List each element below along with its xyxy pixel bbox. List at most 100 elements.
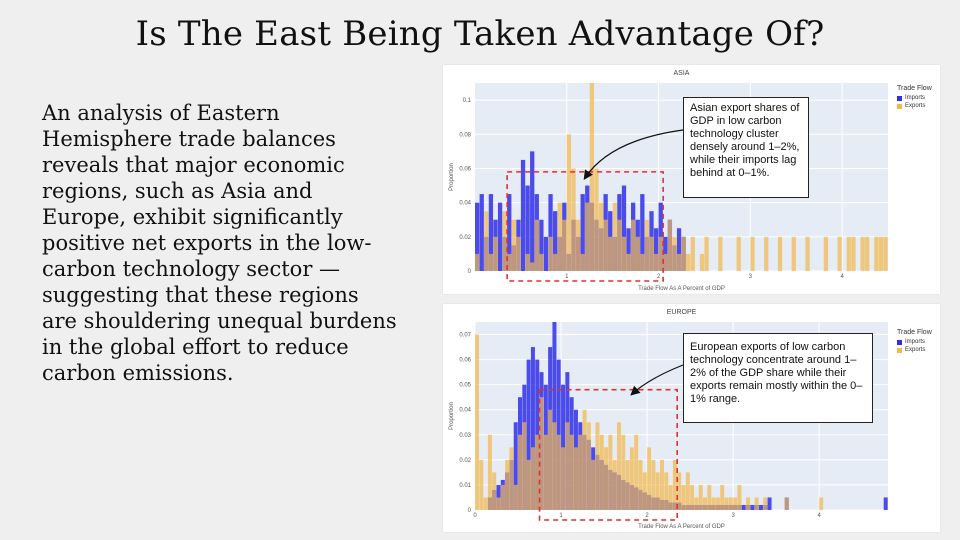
exports-bar xyxy=(629,447,634,510)
exports-bar xyxy=(580,253,585,271)
x-tick-label: 3 xyxy=(749,274,753,280)
exports-bar xyxy=(837,236,842,271)
chart-title: EUROPE xyxy=(667,309,697,316)
exports-bar xyxy=(686,253,691,271)
exports-bar xyxy=(715,497,720,510)
y-tick-label: 0.07 xyxy=(459,333,471,339)
exports-bar xyxy=(543,434,548,510)
imports-bar xyxy=(530,151,535,271)
imports-bar xyxy=(626,228,631,271)
exports-bar xyxy=(575,219,581,271)
imports-bar xyxy=(741,504,746,510)
exports-bar xyxy=(763,497,768,510)
exports-bar xyxy=(573,447,578,510)
europe-histogram: 0 0.01 0.02 0.03 0.04 0.05 0.06 0.07 0 1 2 3 4 EUROPE… xyxy=(449,309,888,530)
exports-bar xyxy=(582,409,587,510)
exports-bar xyxy=(720,484,725,510)
exports-bar xyxy=(488,253,494,271)
imports-bar xyxy=(883,497,888,510)
imports-bar xyxy=(758,504,763,510)
y-tick-label: 0 xyxy=(468,508,472,514)
exports-bar xyxy=(562,219,567,271)
y-tick-label: 0 xyxy=(468,269,472,275)
imports-bar xyxy=(539,219,544,271)
exports-bar xyxy=(672,459,677,510)
x-tick-label: 2 xyxy=(657,274,661,280)
exports-bar xyxy=(668,484,673,510)
exports-bar xyxy=(612,459,617,510)
y-axis-label: Proportion xyxy=(449,163,455,191)
x-tick-label: 3 xyxy=(731,513,735,519)
exports-bar xyxy=(530,262,535,271)
exports-bar xyxy=(690,484,695,510)
exports-bar xyxy=(475,253,480,271)
imports-bar xyxy=(525,185,530,271)
exports-bar xyxy=(655,472,660,510)
exports-bar xyxy=(556,434,561,510)
imports-bar xyxy=(640,194,645,271)
exports-bar xyxy=(548,409,553,510)
exports-bar xyxy=(704,236,709,271)
exports-bar xyxy=(707,484,712,510)
exports-bar xyxy=(860,236,865,271)
exports-bar xyxy=(487,434,492,510)
y-tick-label: 0.06 xyxy=(459,358,471,364)
y-tick-label: 0.1 xyxy=(463,98,472,104)
exports-bar xyxy=(612,202,617,271)
imports-bar xyxy=(530,347,535,510)
legend-label: Imports xyxy=(905,95,926,101)
chart-title: ASIA xyxy=(674,70,690,77)
exports-bar xyxy=(525,253,530,271)
x-tick-label: 1 xyxy=(559,513,563,519)
imports-bar xyxy=(621,185,627,271)
highlight-box xyxy=(538,388,678,521)
asia-legend: Trade Flow Imports Exports xyxy=(897,85,932,110)
exports-bar xyxy=(664,472,669,510)
legend-label: Imports xyxy=(905,339,926,345)
exports-bar xyxy=(509,447,514,510)
exports-bar xyxy=(522,422,527,510)
exports-bar xyxy=(647,447,652,510)
imports-bar xyxy=(556,359,561,510)
exports-bar xyxy=(534,219,539,271)
x-axis-label: Trade Flow As A Percent of GDP xyxy=(638,286,725,292)
exports-bar xyxy=(539,397,544,510)
x-tick-label: 4 xyxy=(817,513,821,519)
exports-bar xyxy=(483,497,488,510)
exports-bar xyxy=(599,434,604,510)
exports-bar xyxy=(685,472,690,510)
exports-bar xyxy=(677,472,682,510)
exports-bar xyxy=(585,202,590,271)
exports-bar xyxy=(791,236,796,271)
y-tick-label: 0.05 xyxy=(459,383,471,389)
exports-bar xyxy=(823,236,829,271)
exports-bar xyxy=(535,434,540,510)
exports-bar xyxy=(699,253,705,271)
exports-bar xyxy=(479,459,484,510)
exports-bar xyxy=(621,236,627,271)
y-tick-label: 0.02 xyxy=(459,458,471,464)
exports-bar xyxy=(513,484,518,510)
exports-bar xyxy=(493,236,498,271)
exports-bar xyxy=(586,422,591,510)
exports-bar xyxy=(642,472,647,510)
y-tick-label: 0.08 xyxy=(459,132,471,138)
exports-bar xyxy=(635,236,640,271)
exports-bar xyxy=(518,434,523,510)
highlight-box xyxy=(506,171,664,282)
europe-callout: European exports of low carbon technolog… xyxy=(683,333,873,423)
exports-bar xyxy=(505,459,510,510)
exports-bar xyxy=(626,253,631,271)
exports-bar xyxy=(846,236,851,271)
exports-bar xyxy=(754,497,759,510)
imports-bar xyxy=(475,202,480,271)
slide-title: Is The East Being Taken Advantage Of? xyxy=(135,14,825,54)
y-tick-label: 0.06 xyxy=(459,166,471,172)
exports-bar xyxy=(591,459,596,510)
exports-bar xyxy=(733,497,738,510)
exports-bar xyxy=(737,484,742,510)
exports-bar xyxy=(566,134,572,271)
exports-bar xyxy=(681,484,686,510)
imports-bar xyxy=(561,384,566,510)
exports-bar xyxy=(651,459,656,510)
